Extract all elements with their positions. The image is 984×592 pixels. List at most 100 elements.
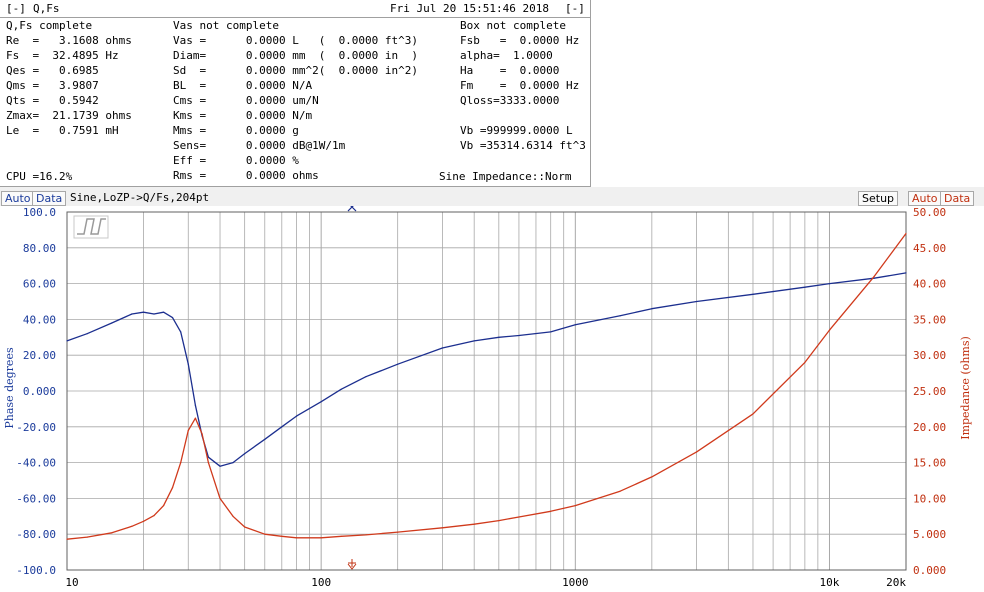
param-line: Fs = 32.4895 Hz <box>6 49 119 62</box>
impedance-point <box>828 329 831 331</box>
param-line: Fsb = 0.0000 Hz <box>460 34 580 47</box>
phase-point <box>142 311 145 313</box>
impedance-point <box>201 433 203 435</box>
param-line: Diam= 0.0000 mm ( 0.0000 in ) <box>173 49 419 62</box>
impedance-point <box>365 534 367 536</box>
param-line: Sd = 0.0000 mm^2( 0.0000 in^2) <box>173 64 419 77</box>
phase-point <box>905 272 907 274</box>
phase-point <box>365 376 367 378</box>
impedance-point <box>473 523 475 525</box>
right-axis-ticks: 50.00 45.00 40.00 35.00 30.00 25.00 20.00 15.00… <box>913 206 946 577</box>
impedance-point <box>281 535 283 537</box>
graph-toolbar: Auto Data Sine,LoZP->Q/Fs,204pt Setup Au… <box>0 191 984 206</box>
phase-point <box>574 324 576 326</box>
phase-point <box>828 283 831 285</box>
impedance-point <box>574 505 576 507</box>
left-tick-label: 60.00 <box>23 278 56 291</box>
right-tick-label: 40.00 <box>913 278 946 291</box>
impedance-point <box>295 537 298 539</box>
param-line: Qloss=3333.0000 <box>460 94 560 107</box>
right-data-button[interactable]: Data <box>940 191 975 206</box>
param-line: Vas = 0.0000 L ( 0.0000 ft^3) <box>173 34 419 47</box>
phase-point <box>219 465 221 467</box>
impedance-point <box>905 232 907 235</box>
left-axis-label: Phase degrees <box>3 347 16 429</box>
impedance-point <box>194 417 196 419</box>
impedance-point <box>320 537 322 539</box>
param-line: Ha = 0.0000 <box>460 64 560 77</box>
impedance-point <box>111 532 113 534</box>
bottom-cursor-marker-icon[interactable] <box>347 559 357 570</box>
cpu-readout: CPU =16.2% <box>6 170 73 183</box>
right-tick-label: 5.000 <box>913 528 946 541</box>
x-tick-label: 100 <box>311 576 331 589</box>
right-auto-button[interactable]: Auto <box>908 191 942 206</box>
left-auto-button[interactable]: Auto <box>1 191 35 206</box>
param-line: Sens= 0.0000 dB@1W/1m <box>173 139 346 152</box>
setup-button[interactable]: Setup <box>858 191 899 206</box>
window-menu-button[interactable]: [-] <box>6 2 26 15</box>
impedance-point <box>340 535 342 537</box>
right-tick-label: 10.00 <box>913 492 946 505</box>
phase-point <box>153 313 155 315</box>
param-line: Re = 3.1608 ohms <box>6 34 132 47</box>
section-qfs-status: Q,Fs complete <box>6 19 93 32</box>
impedance-point <box>207 462 209 464</box>
parameter-panel: [-] Q,Fs Fri Jul 20 15:51:46 2018 [-] Q,… <box>0 0 591 187</box>
impedance-point <box>550 510 552 512</box>
phase-point <box>86 333 88 335</box>
x-tick-label: 20k <box>886 576 906 589</box>
right-tick-label: 45.00 <box>913 242 946 255</box>
window-title: Q,Fs <box>33 2 60 15</box>
x-tick-label: 10 <box>65 576 78 589</box>
phase-point <box>180 331 182 333</box>
impedance-point <box>86 536 88 538</box>
plot-border <box>66 211 907 571</box>
impedance-phase-chart[interactable]: 100.0 80.00 60.00 40.00 20.00 0.000 -20.00 -40.… <box>0 206 984 592</box>
series-layer <box>66 232 907 540</box>
phase-point <box>550 331 552 333</box>
left-tick-label: -60.00 <box>16 492 56 505</box>
graph-title: Sine,LoZP->Q/Fs,204pt <box>70 191 210 204</box>
phase-point <box>281 426 283 428</box>
phase-point <box>244 453 246 455</box>
phase-point <box>66 340 68 342</box>
right-axis-label: Impedance (ohms) <box>959 336 972 440</box>
phase-point <box>194 404 196 406</box>
x-tick-label: 10k <box>820 576 840 589</box>
chart-background <box>0 206 984 592</box>
left-tick-label: -100.0 <box>16 564 56 577</box>
left-tick-label: -40.00 <box>16 457 56 470</box>
impedance-point <box>518 516 520 518</box>
phase-point <box>473 340 475 342</box>
impedance-point <box>142 520 145 522</box>
left-data-button[interactable]: Data <box>32 191 67 206</box>
left-tick-label: 20.00 <box>23 349 56 362</box>
impedance-point <box>752 413 754 415</box>
impedance-point <box>651 476 653 478</box>
phase-point <box>619 315 621 317</box>
x-axis-ticks: 10 100 1000 10k 20k <box>65 576 906 589</box>
impedance-point <box>696 451 698 453</box>
phase-point <box>873 277 875 279</box>
window-close-button[interactable]: [-] <box>565 2 585 15</box>
phase-point <box>207 456 209 458</box>
param-line: Fm = 0.0000 Hz <box>460 79 580 92</box>
phase-point <box>804 286 806 288</box>
logo-icon <box>73 215 109 239</box>
timestamp: Fri Jul 20 15:51:46 2018 <box>390 2 549 15</box>
phase-point <box>187 363 189 365</box>
impedance-point <box>163 505 165 507</box>
impedance-point <box>244 526 246 528</box>
top-cursor-marker-icon[interactable] <box>347 206 357 212</box>
param-line: Le = 0.7591 mH <box>6 124 119 137</box>
param-line: Zmax= 21.1739 ohms <box>6 109 132 122</box>
phase-point <box>397 363 399 365</box>
window-titlebar: [-] Q,Fs Fri Jul 20 15:51:46 2018 [-] <box>0 0 590 18</box>
impedance-point <box>498 520 500 522</box>
chart-frame <box>66 211 907 571</box>
impedance-point <box>131 525 133 527</box>
phase-point <box>498 336 500 338</box>
left-tick-label: -80.00 <box>16 528 56 541</box>
sine-mode-label: Sine Impedance::Norm <box>439 170 572 183</box>
